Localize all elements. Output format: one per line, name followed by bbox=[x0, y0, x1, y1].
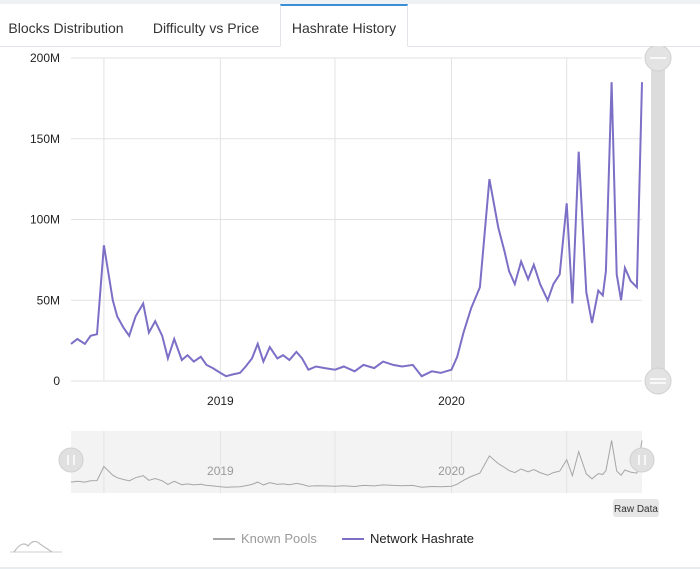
tab-hashrate-history[interactable]: Hashrate History bbox=[280, 4, 408, 47]
navigator-grid bbox=[103, 431, 568, 493]
tab-bar: Blocks Distribution Difficulty vs Price … bbox=[0, 4, 700, 47]
legend-known-pools[interactable]: Known Pools bbox=[213, 531, 317, 546]
hashrate-chart: 0 50M 100M 150M 200M 2019 2020 2019 2020 Raw D… bbox=[10, 46, 672, 553]
navigator-right-handle[interactable] bbox=[629, 447, 655, 473]
raw-data-button[interactable] bbox=[613, 499, 659, 517]
y-axis-ticks: 0 50M 100M 150M 200M bbox=[30, 51, 60, 388]
tab-difficulty-vs-price[interactable]: Difficulty vs Price bbox=[152, 20, 260, 36]
x-tick-label: 2020 bbox=[438, 394, 465, 408]
legend-network-hashrate[interactable]: Network Hashrate bbox=[342, 531, 474, 546]
legend-network-hashrate-label: Network Hashrate bbox=[370, 531, 474, 546]
tab-blocks-distribution[interactable]: Blocks Distribution bbox=[8, 20, 124, 36]
y-tick-label: 50M bbox=[37, 293, 60, 307]
legend-known-pools-label: Known Pools bbox=[241, 531, 317, 546]
mountain-logo-icon bbox=[10, 540, 62, 553]
footer-divider bbox=[0, 567, 700, 569]
x-tick-label: 2019 bbox=[207, 394, 234, 408]
top-strip bbox=[0, 0, 700, 4]
y-scrollbar-track[interactable] bbox=[651, 58, 665, 384]
x-axis-ticks: 2019 2020 bbox=[207, 394, 465, 408]
navigator-series-line bbox=[70, 440, 643, 488]
navigator-year-labels: 2019 2020 bbox=[207, 464, 465, 478]
y-scrollbar-bottom-handle[interactable] bbox=[644, 367, 672, 395]
navigator-year-label: 2020 bbox=[438, 464, 465, 478]
y-tick-label: 150M bbox=[30, 132, 60, 146]
raw-data-label: Raw Data bbox=[614, 504, 658, 515]
grid-lines bbox=[71, 57, 642, 382]
navigator-year-label: 2019 bbox=[207, 464, 234, 478]
y-tick-label: 100M bbox=[30, 213, 60, 227]
navigator-left-handle[interactable] bbox=[58, 447, 84, 473]
navigator-background bbox=[71, 431, 642, 493]
y-tick-label: 0 bbox=[53, 374, 60, 388]
network-hashrate-line[interactable] bbox=[70, 82, 643, 378]
y-tick-label: 200M bbox=[30, 51, 60, 65]
